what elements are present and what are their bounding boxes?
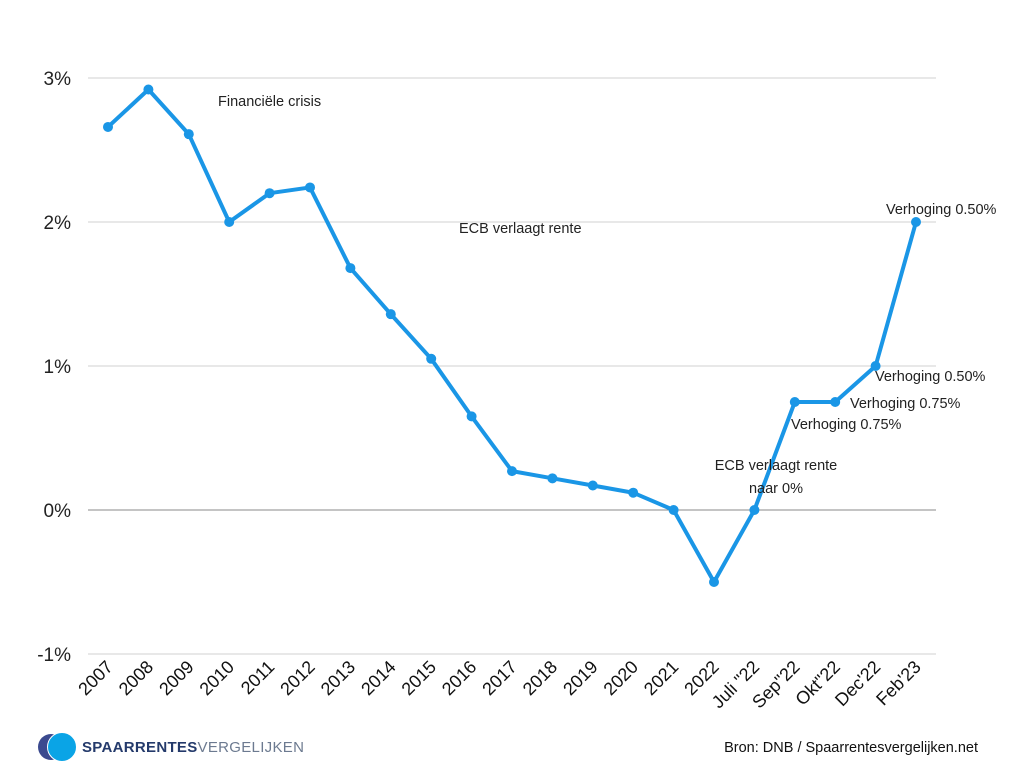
data-point (507, 466, 517, 477)
x-tick-label: 2013 (317, 657, 359, 699)
data-point (426, 353, 437, 364)
data-point (870, 361, 881, 371)
data-point (709, 577, 719, 587)
x-tick-label: Dec'22 (831, 657, 884, 710)
x-tick-label: 2015 (398, 657, 440, 699)
data-point (385, 309, 396, 320)
annotation-label: ECB verlaagt rente (459, 221, 582, 237)
x-tick-label: 2018 (519, 657, 561, 699)
y-tick-label: -1% (37, 645, 71, 666)
annotation-line: Verhoging 0.75% (791, 417, 902, 433)
data-point (668, 505, 679, 515)
annotation-label: Verhoging 0.50% (886, 202, 997, 218)
data-point (547, 473, 558, 484)
x-tick-label: 2019 (559, 657, 601, 699)
x-tick-label: 2008 (115, 657, 157, 699)
annotation-label: Verhoging 0.75% (850, 396, 961, 412)
logo-circles-icon (38, 732, 77, 762)
x-tick-label: Feb'23 (872, 657, 925, 710)
data-point (789, 397, 800, 407)
data-point (224, 217, 235, 227)
data-point (143, 84, 154, 95)
x-tick-label: 2011 (237, 657, 279, 699)
annotation-line: ECB verlaagt rente (459, 221, 582, 237)
x-axis-ticks: 2007200820092010201120122013201420152016… (74, 657, 924, 712)
logo-text-strong: SPAARRENTES (82, 738, 198, 756)
data-point (749, 505, 760, 515)
annotation-line: Verhoging 0.50% (886, 202, 997, 218)
annotation-label: Financiële crisis (218, 94, 321, 110)
x-tick-label: 2007 (74, 657, 116, 699)
series-layer (103, 84, 921, 587)
y-tick-label: 3% (44, 69, 72, 90)
annotation-line: Verhoging 0.50% (875, 369, 986, 385)
data-point (911, 217, 921, 227)
y-tick-label: 1% (44, 357, 72, 378)
data-point (587, 480, 598, 491)
annotation-label: ECB verlaagt rente naar 0% (715, 458, 838, 497)
data-point (466, 411, 477, 422)
data-point (183, 129, 194, 140)
annotation-label: Verhoging 0.50% (875, 369, 986, 385)
grid-layer (88, 77, 936, 655)
annotation-line: Financiële crisis (218, 94, 321, 110)
x-tick-label: 2017 (478, 657, 520, 699)
source-note: Bron: DNB / Spaarrentesvergelijken.net (724, 740, 978, 756)
annotation-label: Verhoging 0.75% (791, 417, 902, 433)
data-point (264, 188, 275, 199)
brand-logo: SPAARRENTESVERGELIJKEN (38, 732, 304, 762)
x-tick-label: 2009 (155, 657, 197, 699)
logo-text-light: VERGELIJKEN (197, 738, 305, 756)
logo-text: SPAARRENTESVERGELIJKEN (82, 739, 304, 756)
annotation-line: ECB verlaagt rente (715, 458, 838, 474)
data-point (345, 263, 356, 274)
data-point (628, 487, 639, 498)
x-tick-label: 2021 (640, 657, 682, 699)
x-tick-label: 2012 (276, 657, 318, 699)
data-point (305, 182, 315, 193)
series-line (106, 87, 918, 584)
annotation-line: naar 0% (749, 481, 803, 497)
annotation-line: Verhoging 0.75% (850, 396, 961, 412)
y-tick-label: 0% (44, 501, 72, 522)
y-axis-ticks: 3% 2% 1% 0% -1% (37, 69, 71, 666)
data-point (103, 121, 113, 132)
x-tick-label: 2020 (600, 657, 642, 699)
x-tick-label: 2010 (196, 657, 238, 699)
x-tick-label: 2016 (438, 657, 480, 699)
y-tick-label: 2% (44, 213, 72, 234)
data-point (830, 397, 841, 407)
x-tick-label: 2014 (357, 657, 399, 699)
